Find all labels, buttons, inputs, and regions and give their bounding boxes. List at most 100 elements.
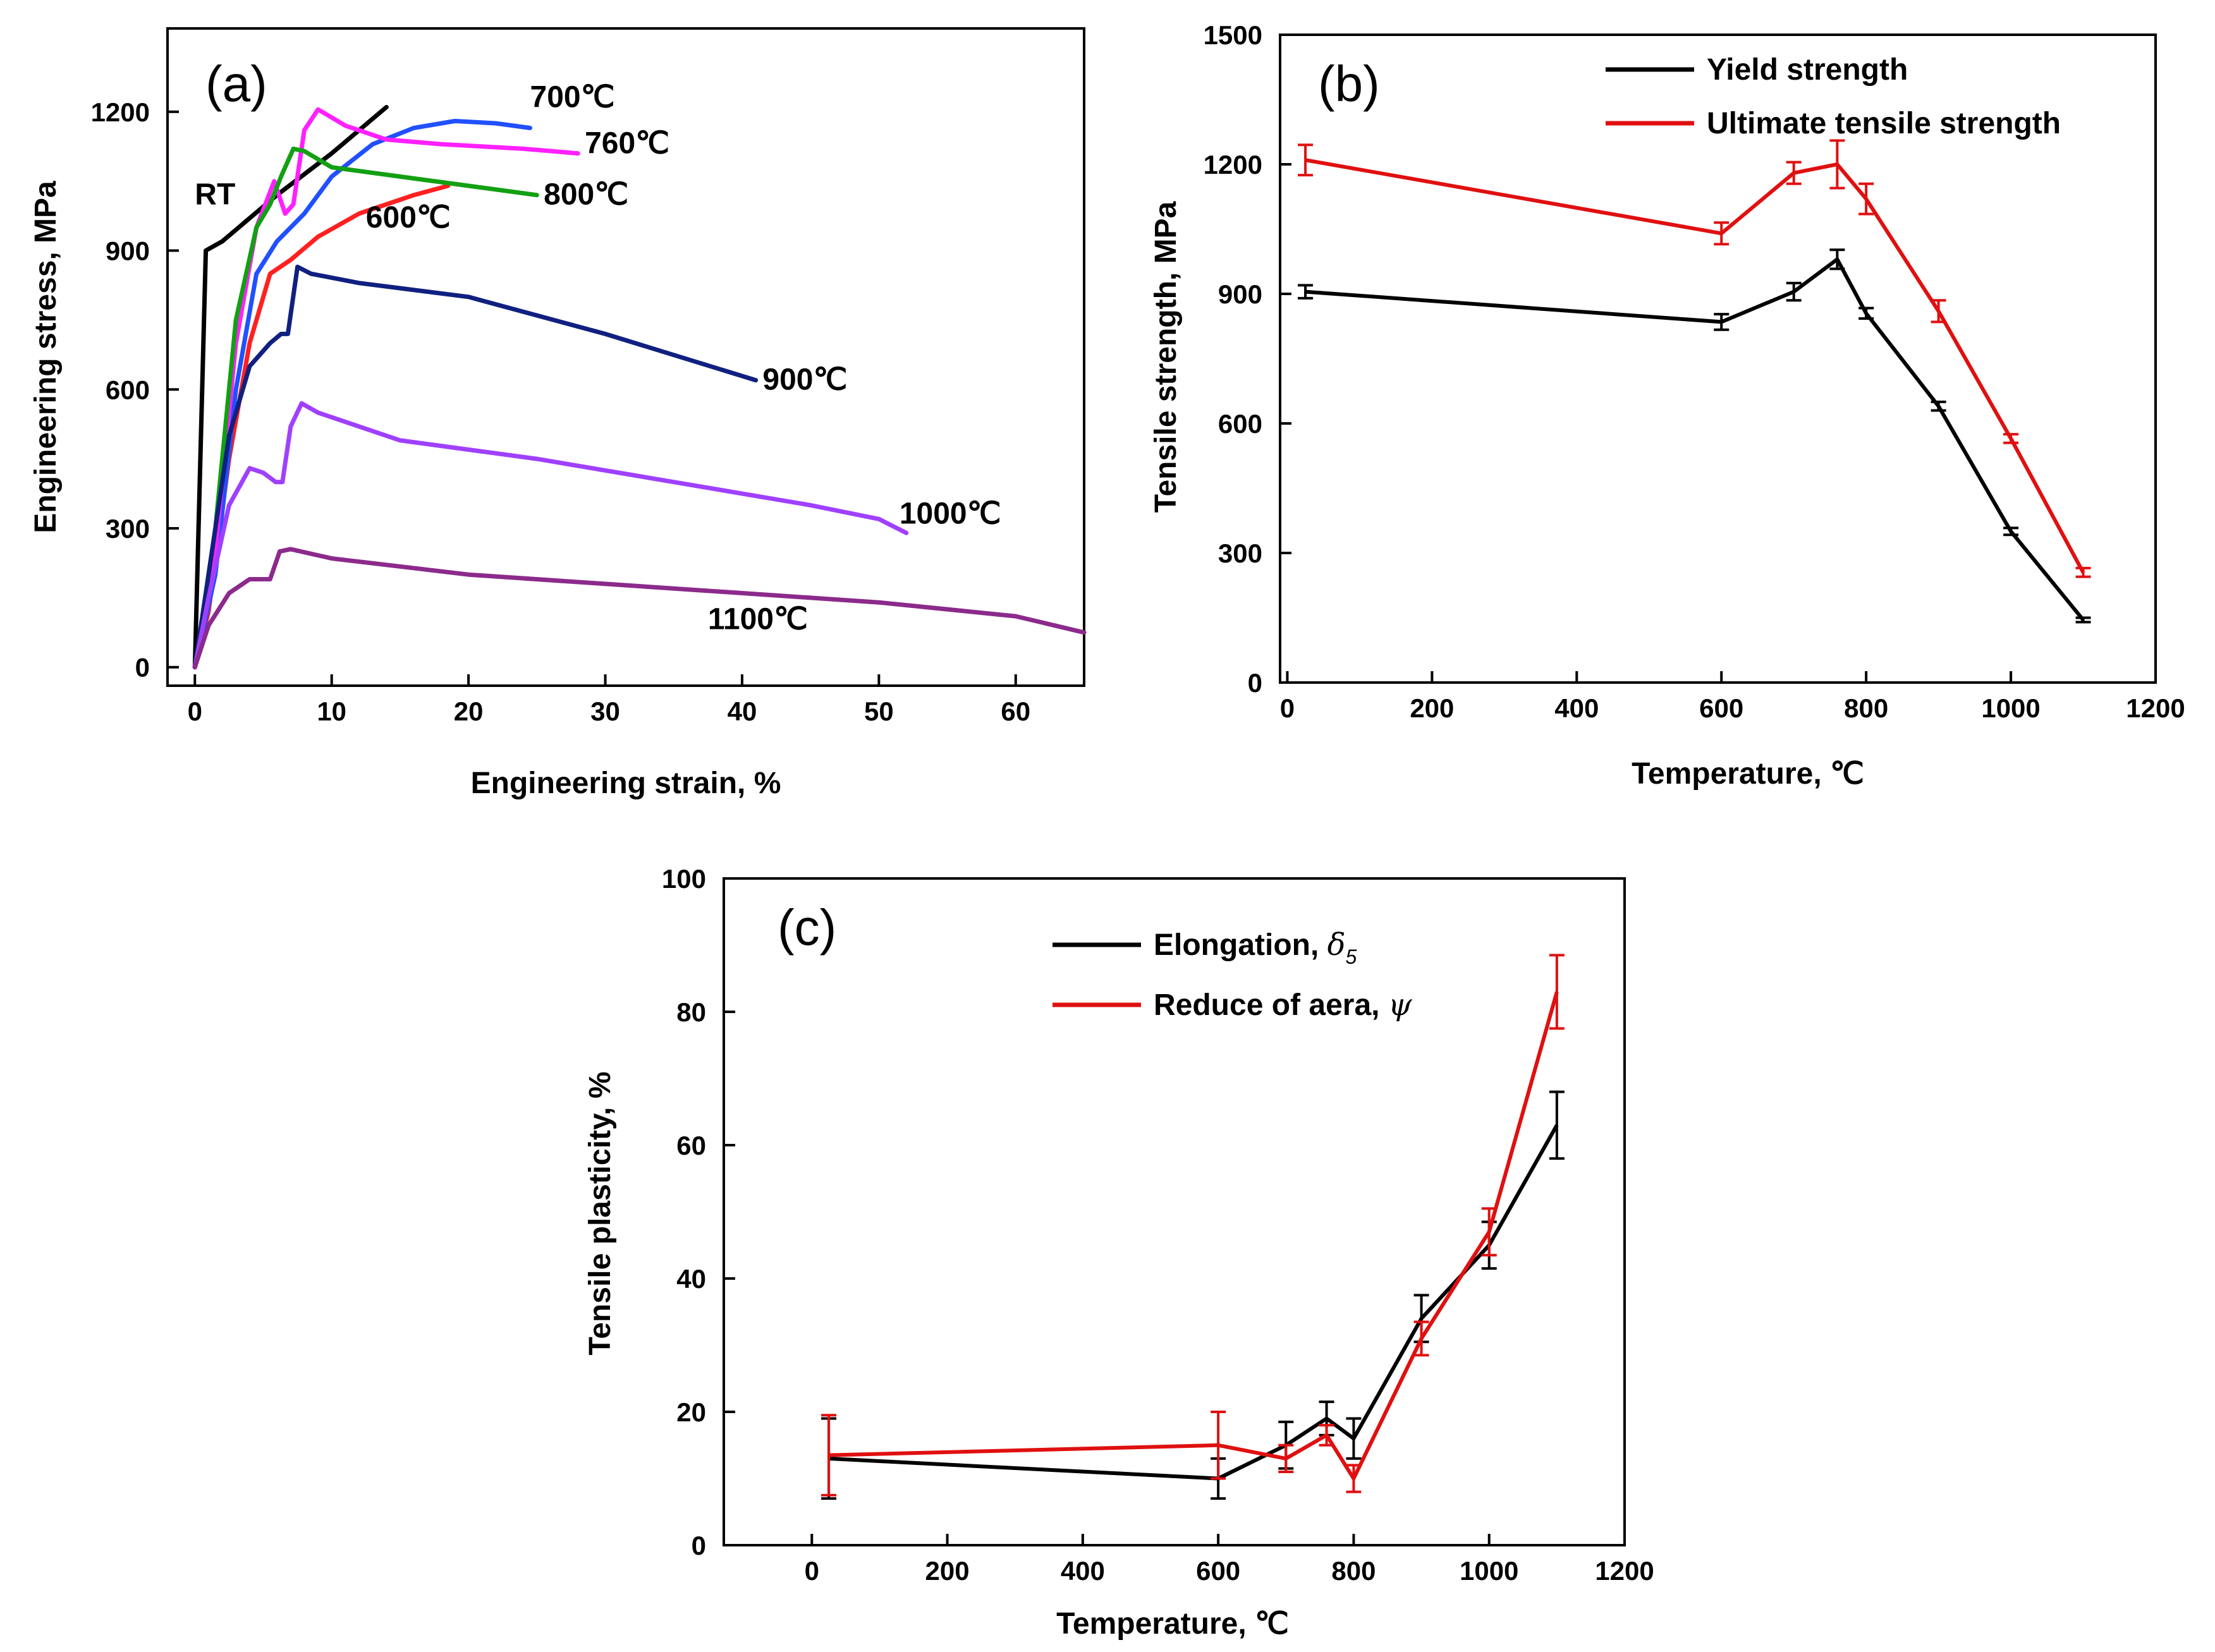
panel-tag: (c)	[778, 899, 836, 956]
data-point-with-error-bar	[1931, 400, 1946, 412]
data-point-with-error-bar	[1549, 954, 1565, 1030]
y-tick-label: 600	[106, 375, 150, 404]
curve-1100	[192, 547, 1087, 670]
legend-symbol: δ	[1327, 927, 1346, 963]
data-point-with-error-bar	[1549, 1090, 1565, 1160]
x-tick-label: 600	[1699, 693, 1743, 723]
x-tick-label: 400	[1554, 693, 1599, 723]
y-tick-label: 60	[676, 1131, 706, 1160]
curve-1000	[192, 401, 909, 670]
curve-label-800: 800℃	[544, 178, 628, 211]
y-axis-title: Tensile strength, MPa	[1149, 201, 1183, 513]
x-tick-label: 400	[1061, 1556, 1105, 1586]
data-point-with-error-bar	[1829, 248, 1845, 270]
data-point-with-error-bar	[1298, 143, 1314, 177]
y-tick-label: 600	[1218, 409, 1262, 439]
y-tick-label: 1500	[1204, 20, 1262, 50]
data-point-with-error-bar	[1858, 182, 1874, 216]
x-axis-title: Temperature, ℃	[1632, 757, 1864, 791]
y-tick-label: 900	[106, 236, 150, 266]
legend-text: Reduce of aera,	[1154, 988, 1388, 1022]
data-point-with-error-bar	[1211, 1411, 1226, 1480]
legend-label: Reduce of aera, ψ	[1154, 987, 1413, 1023]
series-line-1	[829, 991, 1559, 1481]
x-tick-label: 0	[805, 1556, 819, 1586]
data-point-with-error-bar	[1786, 281, 1802, 302]
curve-label-900: 900℃	[762, 363, 847, 396]
data-point-with-error-bar	[1829, 139, 1845, 190]
x-tick-label: 20	[454, 696, 484, 726]
y-tick-label: 0	[1248, 668, 1262, 698]
x-tick-label: 1200	[2126, 693, 2185, 723]
legend-label: Elongation, δ5	[1154, 927, 1357, 968]
y-tick-label: 1200	[91, 97, 150, 127]
data-point-with-error-bar	[1413, 1320, 1429, 1357]
curve-label-600: 600℃	[366, 201, 451, 234]
x-tick-label: 200	[1410, 693, 1454, 723]
y-tick-label: 300	[1218, 538, 1262, 568]
curve-label-700: 700℃	[530, 81, 615, 114]
panel-tag: (a)	[205, 56, 267, 112]
y-tick-label: 0	[135, 653, 150, 683]
data-point-with-error-bar	[2003, 433, 2019, 444]
x-tick-label: 0	[188, 696, 202, 726]
y-tick-label: 900	[1218, 279, 1262, 309]
y-tick-label: 1200	[1204, 150, 1262, 179]
panel-tag: (b)	[1318, 56, 1380, 112]
x-tick-label: 10	[317, 696, 346, 726]
y-tick-label: 0	[692, 1531, 706, 1560]
legend-label: Yield strength	[1707, 53, 1908, 87]
curve-label-1000: 1000℃	[900, 497, 1001, 531]
data-point-with-error-bar	[1346, 1417, 1362, 1460]
legend-text: Elongation,	[1154, 928, 1327, 962]
x-axis-title: Engineering strain, %	[471, 767, 781, 800]
data-point-with-error-bar	[1858, 307, 1874, 320]
curve-700	[192, 119, 532, 670]
x-tick-label: 800	[1844, 693, 1888, 723]
x-tick-label: 40	[728, 696, 757, 726]
x-tick-label: 30	[590, 696, 620, 726]
x-tick-label: 60	[1001, 696, 1030, 726]
data-point-with-error-bar	[821, 1414, 837, 1497]
tensile-strength-chart: 0 200 400 600 800 1000 1200030060090012001500 …	[1149, 20, 2185, 791]
x-tick-label: 1000	[1981, 693, 2040, 723]
x-axis-title: Temperature, ℃	[1056, 1607, 1289, 1641]
curve-800	[192, 146, 539, 670]
legend-symbol: ψ	[1388, 987, 1413, 1023]
data-point-with-error-bar	[1278, 1443, 1294, 1473]
data-point-with-error-bar	[2075, 566, 2091, 578]
curve-label-RT: RT	[195, 178, 235, 211]
data-point-with-error-bar	[1931, 299, 1946, 324]
data-point-with-error-bar	[1298, 284, 1314, 300]
plot-frame	[723, 877, 1626, 1546]
series-line-0	[1305, 257, 2085, 621]
x-tick-label: 1000	[1460, 1556, 1518, 1586]
series-line-1	[1305, 158, 2085, 574]
y-tick-label: 40	[676, 1264, 706, 1294]
y-tick-label: 300	[106, 514, 150, 544]
curve-label-760: 760℃	[585, 127, 669, 161]
legend-label: Ultimate tensile strength	[1707, 107, 2061, 140]
x-tick-label: 800	[1331, 1556, 1376, 1586]
plot-frame	[166, 27, 1085, 687]
tensile-plasticity-chart: 0 200 400 600 800 1000 1200 0 20 40 60 80 100 Elonga…	[583, 864, 1654, 1641]
data-point-with-error-bar	[1714, 313, 1730, 331]
data-point-with-error-bar	[1346, 1464, 1362, 1493]
y-axis-title: Tensile plasticity, %	[583, 1071, 617, 1355]
y-tick-label: 100	[662, 864, 706, 894]
x-tick-label: 0	[1280, 693, 1295, 723]
curve-760	[192, 107, 580, 670]
y-axis-title: Engineering stress, MPa	[29, 181, 63, 533]
series-line-0	[828, 1124, 1559, 1481]
x-tick-label: 200	[925, 1556, 970, 1586]
data-point-with-error-bar	[2075, 616, 2091, 624]
data-point-with-error-bar	[1319, 1424, 1334, 1447]
curve-RT	[192, 105, 389, 670]
x-tick-label: 50	[864, 696, 894, 726]
curve-900	[192, 264, 759, 670]
curve-label-1100: 1100℃	[708, 603, 808, 636]
y-tick-label: 80	[676, 997, 706, 1027]
plot-frame	[1279, 33, 2157, 684]
data-point-with-error-bar	[1786, 161, 1802, 185]
